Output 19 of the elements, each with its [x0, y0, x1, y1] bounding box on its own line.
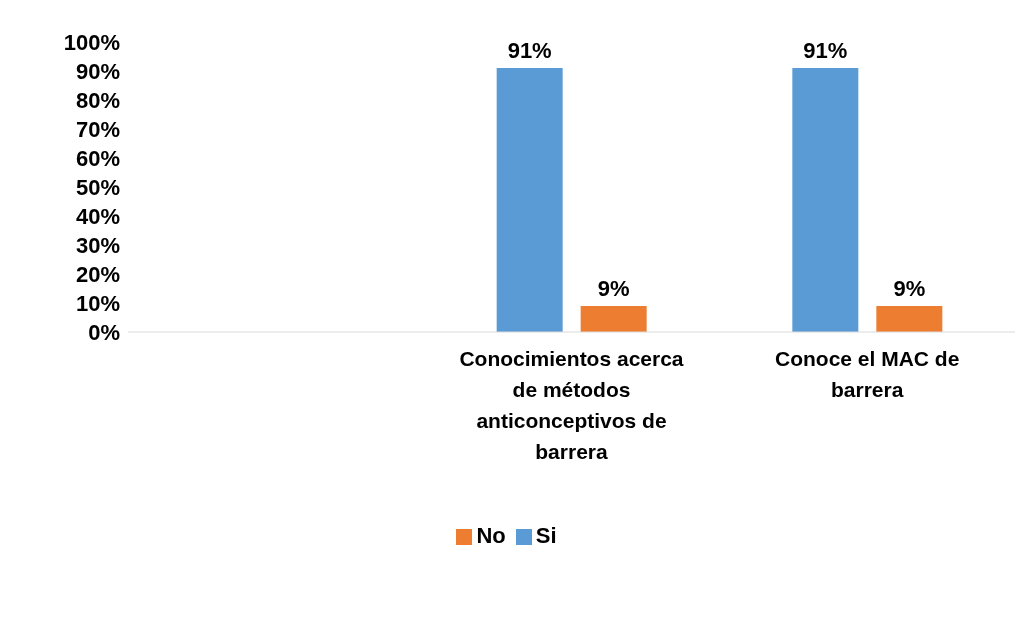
- legend-label: Si: [535, 523, 557, 548]
- y-tick-label: 70%: [75, 116, 120, 142]
- y-tick-label: 50%: [75, 174, 120, 200]
- data-label: 9%: [893, 275, 926, 301]
- y-tick-label: 60%: [75, 145, 120, 171]
- y-tick-label: 90%: [75, 58, 120, 84]
- y-tick-label: 80%: [75, 87, 120, 113]
- y-tick-label: 100%: [63, 29, 120, 55]
- x-tick-label: Conoce el MAC de barrera: [774, 347, 960, 401]
- y-tick-label: 30%: [75, 232, 120, 258]
- data-label: 91%: [507, 38, 552, 64]
- legend-label: No: [476, 523, 506, 548]
- y-tick-label: 40%: [75, 203, 120, 229]
- data-label: 91%: [803, 38, 848, 64]
- x-tick-label: Conocimientos acerca de métodos anticonceptivos de barrera: [459, 347, 684, 463]
- y-tick-label: 20%: [75, 261, 120, 287]
- y-tick-label: 10%: [75, 290, 120, 316]
- y-tick-label: 0%: [88, 319, 120, 345]
- data-label: 9%: [597, 275, 630, 301]
